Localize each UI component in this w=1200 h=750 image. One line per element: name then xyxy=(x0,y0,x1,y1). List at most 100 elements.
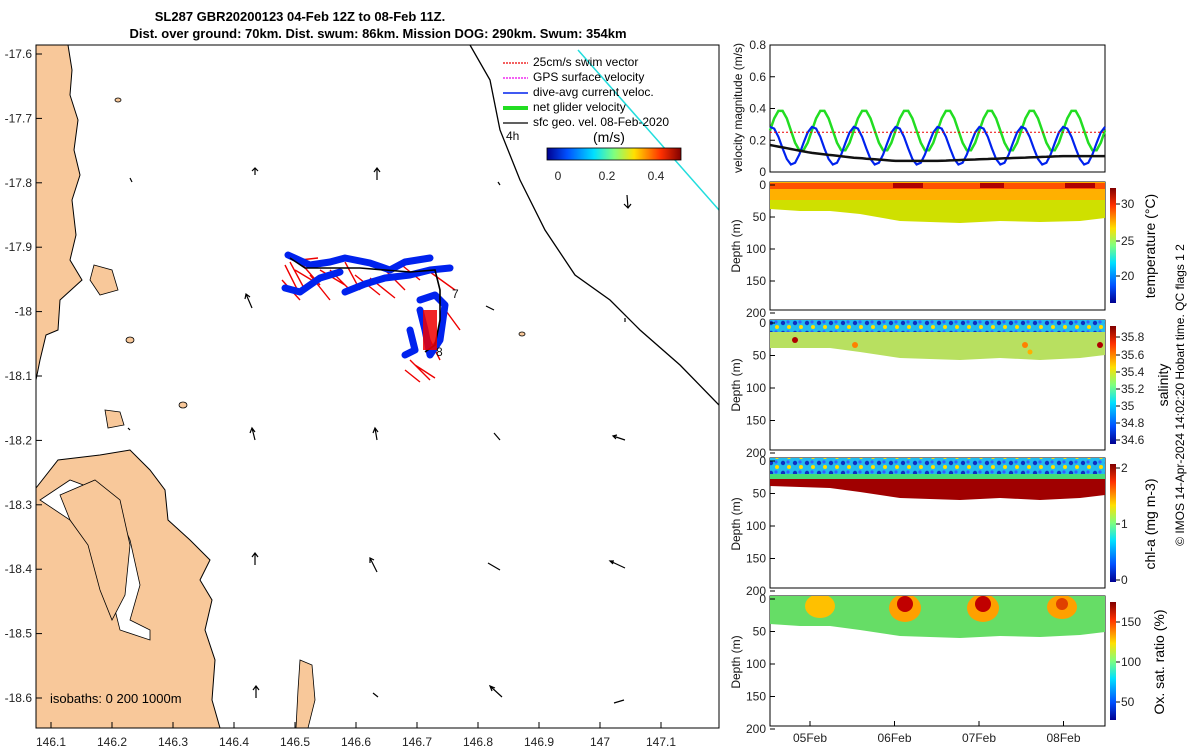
depth-tick-label: 0 xyxy=(759,592,766,606)
chla-transition xyxy=(770,474,1105,479)
map-y-tick-label: -17.9 xyxy=(5,240,33,254)
temperature-cbar-label: temperature (°C) xyxy=(1142,194,1158,298)
salinity-patch-1 xyxy=(792,337,798,343)
depth-tick-label: 0 xyxy=(759,454,766,468)
depth-tick-label: 0 xyxy=(759,178,766,192)
map-y-tick-label: -18 xyxy=(15,305,33,319)
velocity-y-tick-label: 0.8 xyxy=(749,38,766,52)
salinity-surface xyxy=(770,320,1105,332)
colorbar-tick-2: 0.4 xyxy=(648,169,665,183)
temperature-hot-3 xyxy=(1065,183,1095,188)
oxygen-colorbar xyxy=(1110,602,1116,720)
isobath-200m xyxy=(469,45,719,406)
velocity-lines xyxy=(768,109,1107,166)
map-panel: 4h 7 8 25cm/s swim vector GPS surface ve… xyxy=(5,44,720,749)
velocity-series-2 xyxy=(769,143,1105,163)
title-line1: SL287 GBR20200123 04-Feb 12Z to 08-Feb 1… xyxy=(155,9,445,24)
map-x-tick-label: 146.7 xyxy=(402,735,432,749)
map-y-tick-label: -18.2 xyxy=(5,433,33,447)
depth-tick-label: 50 xyxy=(753,625,767,639)
legend-gps: GPS surface velocity xyxy=(503,70,644,84)
oxygen-high-4b xyxy=(1056,598,1068,610)
island-small-d xyxy=(114,97,122,103)
legend-current-label: dive-avg current veloc. xyxy=(533,85,654,99)
colorbar-tick-label: 34.6 xyxy=(1121,433,1145,447)
depth-tick-label: 100 xyxy=(746,242,766,256)
island-small-b xyxy=(295,659,316,728)
island-hinchinbrook xyxy=(59,479,131,621)
depth-tick-label: 100 xyxy=(746,381,766,395)
map-x-tick-label: 147.1 xyxy=(646,735,676,749)
oxygen-field xyxy=(770,596,1105,638)
legend-geo-label: sfc geo. vel. 08-Feb-2020 xyxy=(533,115,669,129)
velocity-y-tick-label: 0 xyxy=(759,165,766,179)
map-y-tick-label: -18.5 xyxy=(5,627,33,641)
oxygen-cbar-label: Ox. sat. ratio (%) xyxy=(1151,609,1167,714)
colorbar-tick-0: 0 xyxy=(555,169,562,183)
velocity-panel: 0 0.2 0.4 0.6 0.8 velocity magnitude (m/s) xyxy=(731,38,1107,179)
map-x-tick-label: 146.8 xyxy=(463,735,493,749)
colorbar-tick-label: 25 xyxy=(1121,234,1135,248)
colorbar-tick-label: 35.8 xyxy=(1121,330,1145,344)
salinity-patch-4 xyxy=(1027,349,1033,355)
time-tick-label: 05Feb xyxy=(793,731,827,745)
map-x-tick-label: 146.6 xyxy=(341,735,371,749)
map-y-tick-label: -18.4 xyxy=(5,562,33,576)
colorbar-tick-label: 30 xyxy=(1121,197,1135,211)
depth-tick-label: 100 xyxy=(746,657,766,671)
temperature-colorbar-ticks: 30 25 20 xyxy=(1116,197,1135,283)
colorbar-tick-label: 35.2 xyxy=(1121,382,1145,396)
depth-tick-label: 150 xyxy=(746,274,766,288)
time-tick-label: 06Feb xyxy=(877,731,911,745)
label-8: 8 xyxy=(436,345,443,359)
colorbar-tick-label: 35.4 xyxy=(1121,365,1145,379)
salinity-colorbar xyxy=(1110,326,1116,444)
temperature-surface-warm xyxy=(770,183,1105,189)
temperature-y-ticks: 0 50 100 150 200 xyxy=(746,178,775,320)
label-4h: 4h xyxy=(506,129,519,143)
oxygen-ylabel: Depth (m) xyxy=(729,635,743,688)
time-tick-label: 08Feb xyxy=(1046,731,1080,745)
colorbar-title: (m/s) xyxy=(593,129,625,145)
glider-track xyxy=(281,251,461,383)
island-small-c xyxy=(518,331,526,337)
oxygen-high-3b xyxy=(975,596,991,612)
credit-text: © IMOS 14-Apr-2024 14:02:20 Hobart time.… xyxy=(1173,244,1187,546)
map-y-tick-label: -17.6 xyxy=(5,47,33,61)
legend-geo: sfc geo. vel. 08-Feb-2020 xyxy=(503,115,669,129)
depth-tick-label: 100 xyxy=(746,519,766,533)
temperature-ylabel: Depth (m) xyxy=(729,219,743,272)
map-x-tick-label: 146.5 xyxy=(280,735,310,749)
colorbar-tick-label: 35 xyxy=(1121,399,1135,413)
legend-net: net glider velocity xyxy=(503,100,626,114)
colorbar-tick-label: 100 xyxy=(1121,655,1141,669)
oxygen-high-2b xyxy=(897,596,913,612)
map-x-tick-label: 146.2 xyxy=(97,735,127,749)
depth-tick-label: 200 xyxy=(746,306,766,320)
map-y-tick-label: -18.6 xyxy=(5,691,33,705)
depth-tick-label: 150 xyxy=(746,690,766,704)
depth-tick-label: 50 xyxy=(753,487,767,501)
temperature-hot-2 xyxy=(980,183,1004,188)
map-y-ticks: -17.6 -17.7 -17.8 -17.9 -18 -18.1 -18.2 -18.3 -1… xyxy=(5,47,42,705)
label-7: 7 xyxy=(452,287,459,301)
chla-cbar-label: chl-a (mg m-3) xyxy=(1142,478,1158,569)
chla-ylabel: Depth (m) xyxy=(729,497,743,550)
legend-net-label: net glider velocity xyxy=(533,100,626,114)
temperature-hot-1 xyxy=(893,183,923,188)
velocity-y-tick-label: 0.6 xyxy=(749,70,766,84)
legend-swim: 25cm/s swim vector xyxy=(503,55,638,69)
colorbar-tick-label: 35.6 xyxy=(1121,348,1145,362)
depth-tick-label: 0 xyxy=(759,316,766,330)
time-axis-ticks: 05Feb 06Feb 07Feb 08Feb xyxy=(793,721,1081,745)
salinity-patch-5 xyxy=(1097,342,1103,348)
temperature-colorbar xyxy=(1110,188,1116,303)
salinity-cbar-label: salinity xyxy=(1155,364,1171,407)
map-x-tick-label: 147 xyxy=(590,735,610,749)
colorbar-tick-1: 0.2 xyxy=(599,169,616,183)
legend-swim-label: 25cm/s swim vector xyxy=(533,55,638,69)
depth-tick-label: 200 xyxy=(746,446,766,460)
time-tick-label: 07Feb xyxy=(962,731,996,745)
map-frame xyxy=(35,44,720,729)
